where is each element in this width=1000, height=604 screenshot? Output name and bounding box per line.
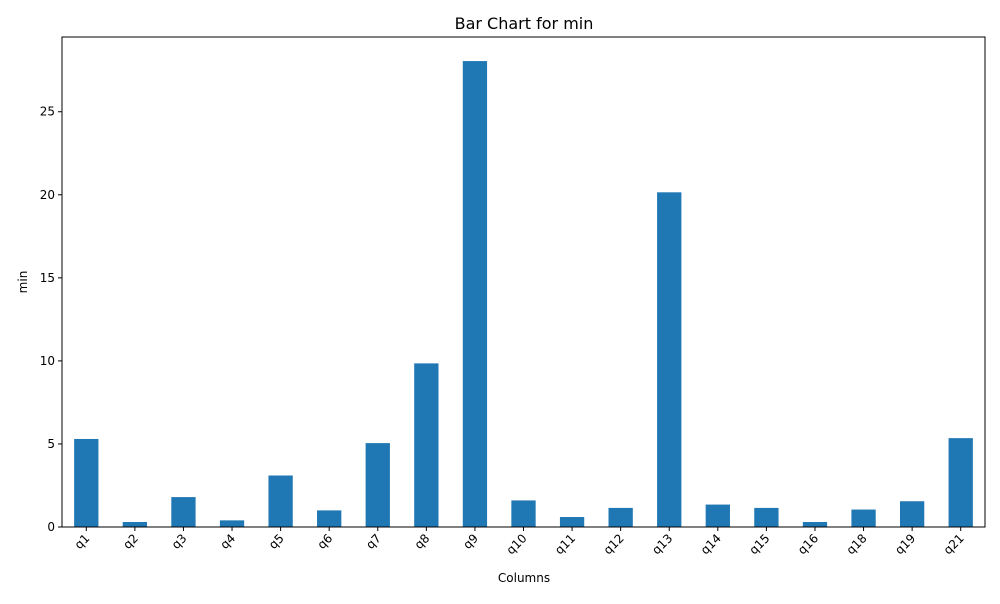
bars-group [74,61,973,527]
bar-q12 [608,507,633,527]
x-tick-label-q19: q19 [892,531,918,557]
x-axis-label: Columns [498,571,550,585]
y-axis: 0 5 10 15 20 25 [40,105,62,534]
y-tick-label-5: 5 [47,437,55,451]
x-tick-label-q18: q18 [844,531,870,557]
bar-q5 [268,475,293,527]
x-tick-label-q3: q3 [169,531,190,552]
y-tick-label-25: 25 [40,105,55,119]
x-tick-label-q10: q10 [504,531,530,557]
bar-q14 [705,504,730,527]
x-tick-label-q11: q11 [552,531,578,557]
plot-frame [61,36,986,528]
bar-q2 [122,522,148,527]
x-tick-label-q21: q21 [941,531,967,557]
bar-q9 [462,61,488,527]
bar-q4 [219,520,245,527]
bar-q18 [851,509,876,527]
x-tick-label-q8: q8 [412,531,433,552]
x-tick-label-q15: q15 [746,531,772,557]
x-tick-label-q4: q4 [217,531,238,552]
bar-q6 [317,510,342,527]
y-tick-label-15: 15 [40,271,55,285]
x-tick-label-q7: q7 [363,531,384,552]
x-axis: q1 q2 q3 q4 q5 q6 q7 q8 q9 q10 q11 q12 q13 q14 q15 q16 q… [72,527,967,557]
bar-q1 [74,438,99,527]
x-tick-label-q2: q2 [120,531,141,552]
y-tick-label-0: 0 [47,520,55,534]
x-tick-label-q6: q6 [315,531,336,552]
bar-q13 [657,192,682,527]
x-tick-label-q5: q5 [266,531,287,552]
x-tick-label-q1: q1 [72,531,93,552]
bar-q10 [511,500,536,527]
bar-q21 [948,438,973,527]
bar-q15 [754,507,779,527]
x-tick-label-q16: q16 [795,531,821,557]
bar-q8 [414,363,439,527]
chart-title: Bar Chart for min [455,14,594,33]
y-tick-label-10: 10 [40,354,55,368]
x-tick-label-q14: q14 [698,531,724,557]
bar-q16 [802,522,828,527]
y-tick-label-20: 20 [40,188,55,202]
bar-q19 [899,501,925,527]
bar-q11 [559,517,585,527]
x-tick-label-q9: q9 [460,531,481,552]
x-tick-label-q12: q12 [601,531,627,557]
y-axis-label: min [16,271,30,294]
bar-q3 [171,497,196,527]
x-tick-label-q13: q13 [649,531,675,557]
bar-q7 [365,443,390,527]
